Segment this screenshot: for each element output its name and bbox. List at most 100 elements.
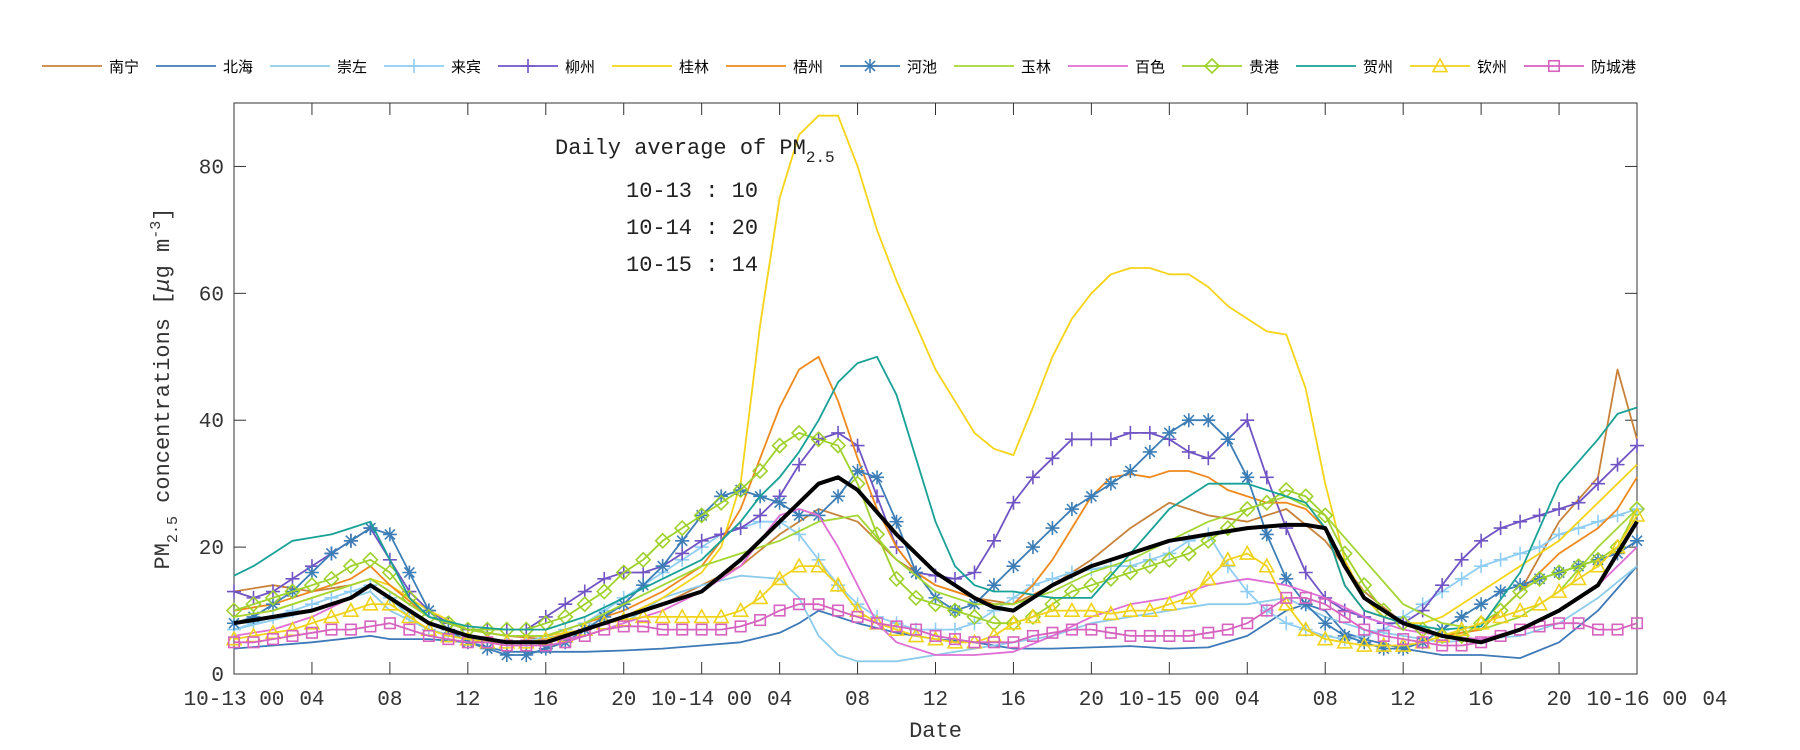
square-marker bbox=[1630, 617, 1644, 630]
diamond-marker bbox=[1531, 570, 1548, 587]
plus-marker bbox=[1279, 616, 1294, 631]
star-marker bbox=[1318, 616, 1333, 631]
square-marker bbox=[1085, 623, 1098, 636]
plus-marker bbox=[1552, 502, 1567, 517]
x-tick-label: 10-16 00 bbox=[1587, 689, 1688, 712]
plus-marker bbox=[1513, 514, 1528, 529]
series-line bbox=[233, 355, 1638, 631]
triangle-marker bbox=[1180, 589, 1198, 605]
star-marker bbox=[1025, 540, 1040, 555]
triangle-marker bbox=[381, 595, 399, 611]
star-marker bbox=[1201, 413, 1216, 428]
plus-marker bbox=[1532, 540, 1547, 555]
diamond-marker bbox=[1336, 545, 1353, 562]
square-marker bbox=[1319, 598, 1332, 611]
plus-marker bbox=[733, 521, 748, 536]
annotation-line-2: 10-14 : 20 bbox=[626, 216, 758, 241]
series-14 bbox=[233, 475, 1639, 645]
plus-marker bbox=[1435, 578, 1450, 593]
legend-item: 百色 bbox=[1068, 58, 1165, 76]
square-marker bbox=[247, 636, 260, 649]
legend-label: 百色 bbox=[1135, 58, 1165, 76]
square-marker bbox=[1436, 639, 1449, 652]
square-marker bbox=[909, 623, 923, 636]
square-marker bbox=[1026, 629, 1039, 642]
plus-marker bbox=[694, 533, 709, 548]
square-marker bbox=[1104, 626, 1117, 639]
plus-marker bbox=[1084, 432, 1099, 447]
series-group bbox=[225, 114, 1646, 663]
square-marker bbox=[422, 629, 435, 642]
diamond-marker bbox=[1141, 558, 1158, 575]
plus-marker bbox=[1123, 425, 1138, 440]
diamond-marker bbox=[342, 558, 360, 575]
triangle-marker bbox=[888, 620, 905, 636]
x-tick-label: 12 bbox=[455, 689, 480, 712]
triangle-marker bbox=[751, 589, 769, 605]
square-marker bbox=[793, 598, 806, 611]
diamond-marker bbox=[245, 596, 262, 613]
square-marker bbox=[539, 639, 552, 652]
plus-marker bbox=[792, 457, 807, 472]
legend-label: 贺州 bbox=[1363, 58, 1393, 76]
legend-label: 贵港 bbox=[1249, 58, 1279, 76]
x-tick-label: 20 bbox=[1079, 689, 1104, 712]
legend-label: 崇左 bbox=[337, 58, 367, 76]
series-13 bbox=[227, 591, 1644, 652]
legend-item: 梧州 bbox=[726, 58, 823, 76]
series-line bbox=[233, 514, 1638, 647]
diamond-marker bbox=[1239, 500, 1256, 518]
legend-item: 南宁 bbox=[42, 58, 139, 76]
diamond-marker bbox=[888, 570, 905, 587]
triangle-marker bbox=[1297, 620, 1315, 636]
diamond-marker bbox=[790, 424, 808, 442]
square-marker bbox=[987, 636, 1001, 649]
star-marker bbox=[1240, 470, 1255, 485]
plus-marker bbox=[1064, 432, 1079, 447]
x-tick-label: 10-13 00 bbox=[184, 689, 285, 712]
triangle-marker bbox=[771, 570, 788, 586]
triangle-marker bbox=[634, 608, 652, 624]
square-marker bbox=[617, 620, 630, 633]
average-line bbox=[233, 475, 1639, 645]
triangle-marker bbox=[712, 608, 730, 624]
legend-item: 来宾 bbox=[384, 58, 481, 76]
star-marker bbox=[1006, 559, 1021, 574]
x-axis-label: Date bbox=[909, 719, 962, 744]
diamond-marker bbox=[284, 583, 301, 600]
plus-marker bbox=[1240, 413, 1255, 428]
x-tick-label: 20 bbox=[1546, 689, 1571, 712]
x-tick-label: 04 bbox=[767, 689, 792, 712]
star-marker bbox=[1259, 527, 1274, 542]
star-marker bbox=[1103, 476, 1118, 491]
legend-label: 柳州 bbox=[565, 58, 595, 76]
square-marker bbox=[1358, 623, 1371, 636]
axis-ticks: 0 20 40 60 80 10-13 00 04 08 12 16 20 10-14 00 04 08 1… bbox=[184, 103, 1728, 712]
square-marker bbox=[832, 604, 845, 617]
diamond-marker bbox=[615, 564, 632, 581]
square-marker bbox=[870, 617, 884, 630]
triangle-marker bbox=[1472, 614, 1490, 630]
x-tick-label: 10-15 00 bbox=[1119, 689, 1220, 712]
triangle-marker bbox=[401, 608, 418, 624]
plus-marker bbox=[1591, 476, 1606, 491]
star-marker bbox=[1084, 489, 1099, 504]
series-line bbox=[234, 597, 1638, 647]
diamond-marker bbox=[323, 570, 340, 587]
square-marker bbox=[656, 623, 669, 636]
star-marker bbox=[519, 647, 534, 662]
square-marker bbox=[1611, 623, 1624, 636]
x-tick-label: 16 bbox=[1469, 689, 1494, 712]
plus-marker bbox=[1630, 438, 1644, 453]
plus-marker bbox=[1474, 533, 1489, 548]
square-marker bbox=[1143, 629, 1156, 642]
diamond-marker bbox=[225, 602, 243, 619]
square-marker bbox=[286, 629, 299, 642]
diamond-marker bbox=[264, 589, 282, 606]
plus-marker bbox=[1103, 432, 1118, 447]
diamond-marker bbox=[1083, 577, 1100, 594]
plus-marker bbox=[1045, 451, 1060, 466]
plus-marker bbox=[1201, 451, 1216, 466]
square-marker bbox=[364, 620, 377, 633]
diamond-marker bbox=[1511, 583, 1529, 600]
